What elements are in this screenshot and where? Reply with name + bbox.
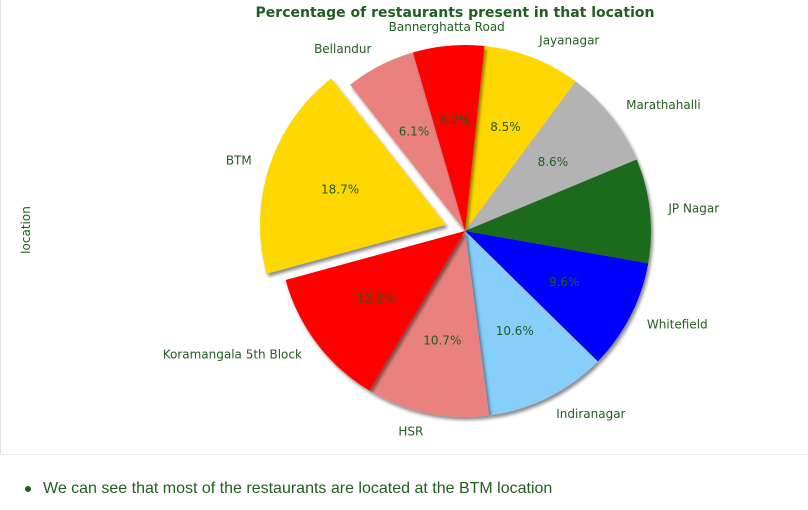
percent-label: 8.6% bbox=[538, 155, 569, 169]
observation-text: We can see that most of the restaurants … bbox=[43, 480, 553, 497]
pie-slice-hsr bbox=[369, 231, 490, 417]
slice-label: Bannerghatta Road bbox=[389, 20, 505, 34]
bullet-icon bbox=[25, 486, 31, 492]
percent-label: 10.6% bbox=[496, 324, 534, 338]
slice-label: Indiranagar bbox=[556, 407, 625, 421]
percent-label: 8.5% bbox=[490, 120, 521, 134]
pie-slice-koramangala-5th-block bbox=[285, 231, 465, 391]
percent-label: 6.1% bbox=[399, 125, 430, 139]
y-axis-label: location bbox=[19, 206, 33, 254]
slice-label: JP Nagar bbox=[667, 202, 719, 216]
pie-slice-whitefield bbox=[465, 231, 649, 362]
pie-slice-btm bbox=[260, 78, 447, 274]
slice-label: BTM bbox=[226, 154, 252, 168]
chart-frame: Percentage of restaurants present in tha… bbox=[0, 0, 808, 455]
pie-chart: Percentage of restaurants present in tha… bbox=[19, 5, 720, 438]
slice-label: Jayanagar bbox=[538, 33, 599, 47]
pie-slice-bellandur bbox=[350, 52, 465, 231]
pie-slice-bannerghatta-road bbox=[412, 44, 485, 231]
percent-label: 12.2% bbox=[357, 291, 395, 305]
pie-slice-indiranagar bbox=[465, 231, 598, 416]
slice-label: Whitefield bbox=[647, 318, 708, 332]
slices-group bbox=[260, 44, 651, 417]
percent-label: 6.2% bbox=[440, 113, 471, 127]
percent-label: 10.7% bbox=[423, 333, 461, 347]
slice-label: HSR bbox=[398, 424, 423, 438]
pie-slice-jayanagar bbox=[465, 46, 576, 232]
pie-slice-jp-nagar bbox=[465, 159, 651, 264]
observation-note: We can see that most of the restaurants … bbox=[25, 480, 552, 498]
slice-label: Koramangala 5th Block bbox=[163, 348, 302, 362]
slice-label: Marathahalli bbox=[626, 98, 701, 112]
slice-label: Bellandur bbox=[314, 42, 371, 56]
percent-label: 9.6% bbox=[549, 275, 580, 289]
percent-label: 18.7% bbox=[321, 183, 359, 197]
chart-title: Percentage of restaurants present in tha… bbox=[256, 5, 655, 21]
labels-group: Jayanagar 8.5% Marathahalli 8.6% JP Nagar Whi… bbox=[163, 20, 720, 438]
pie-slice-marathahalli bbox=[465, 81, 637, 231]
